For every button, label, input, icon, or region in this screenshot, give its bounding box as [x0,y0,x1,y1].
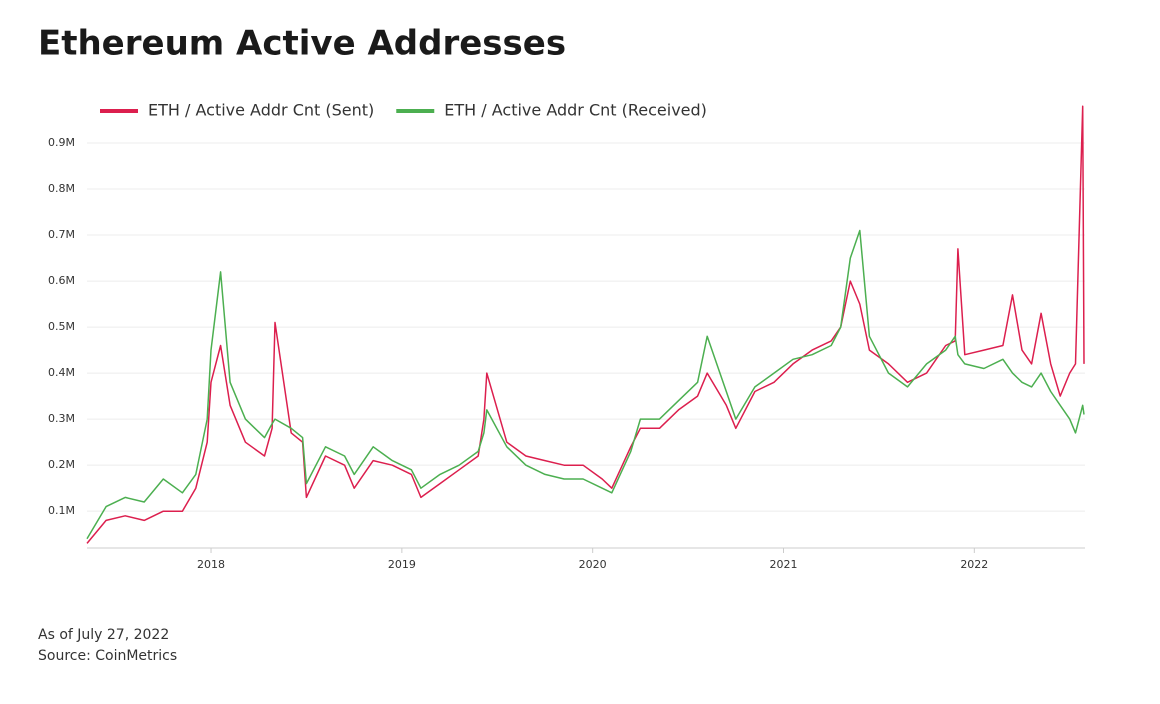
x-tick-label: 2019 [388,558,416,571]
y-tick-label: 0.2M [48,458,75,471]
legend-label: ETH / Active Addr Cnt (Received) [444,101,707,120]
y-tick-label: 0.7M [48,228,75,241]
x-tick-label: 2020 [579,558,607,571]
y-tick-label: 0.9M [48,136,75,149]
chart-title: Ethereum Active Addresses [38,24,566,64]
y-tick-label: 0.8M [48,182,75,195]
y-tick-label: 0.1M [48,504,75,517]
x-tick-label: 2018 [197,558,225,571]
y-tick-label: 0.5M [48,320,75,333]
y-tick-label: 0.4M [48,366,75,379]
legend-label: ETH / Active Addr Cnt (Sent) [148,101,374,120]
series-line [86,229,1085,540]
y-tick-label: 0.6M [48,274,75,287]
series-line [86,105,1085,544]
x-tick-label: 2021 [770,558,798,571]
note: As of July 27, 2022 [38,627,169,643]
y-tick-label: 0.3M [48,412,75,425]
x-tick-label: 2022 [960,558,988,571]
note: Source: CoinMetrics [38,648,177,664]
